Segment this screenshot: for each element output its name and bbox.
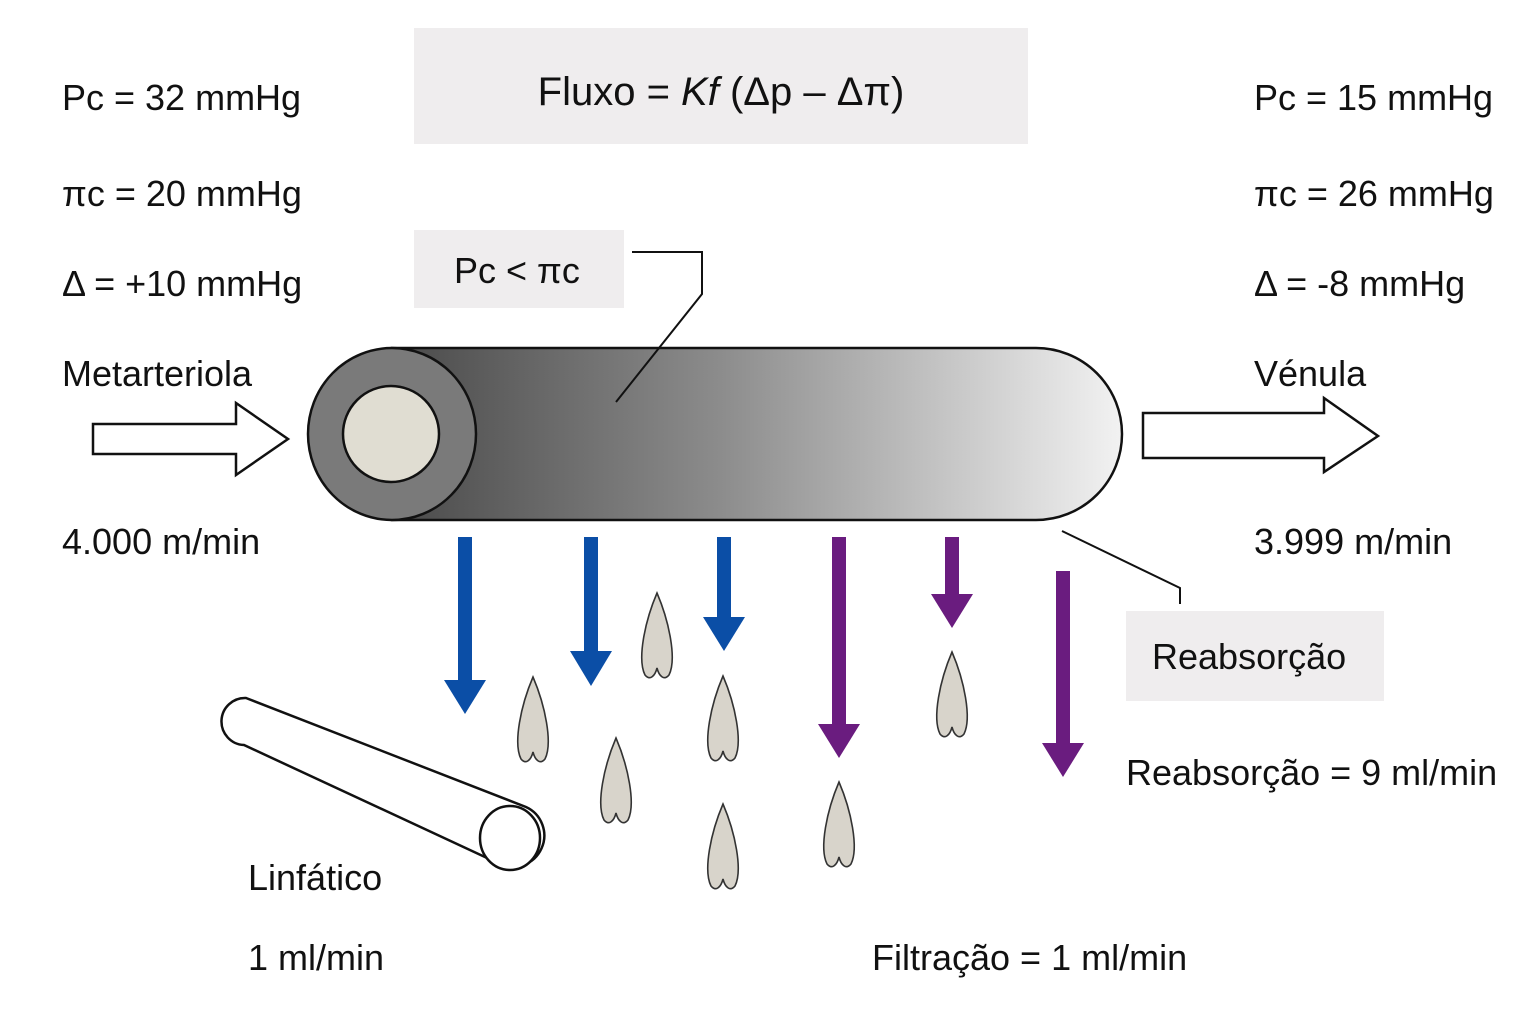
condition-label: Pc < πc bbox=[454, 250, 580, 291]
fluid-droplet bbox=[706, 801, 740, 890]
fluid-droplet bbox=[706, 673, 740, 762]
lymphatic-vessel bbox=[220, 696, 546, 872]
reabsorption-arrow bbox=[931, 537, 973, 628]
venous-pc: Pc = 15 mmHg bbox=[1254, 77, 1494, 118]
fluid-droplet bbox=[640, 590, 674, 679]
inflow-arrow bbox=[91, 400, 291, 478]
arterial-pic: πc = 20 mmHg bbox=[62, 173, 302, 214]
lymphatic-flow: 1 ml/min bbox=[248, 937, 385, 978]
filtration-arrow bbox=[570, 537, 612, 686]
arterial-pc: Pc = 32 mmHg bbox=[62, 77, 302, 118]
capillary-tube bbox=[306, 346, 1124, 522]
condition-box: Pc < πc bbox=[414, 230, 624, 308]
condition-leader-line bbox=[615, 251, 703, 403]
filtration-arrow bbox=[444, 537, 486, 714]
outflow-arrow bbox=[1141, 395, 1381, 475]
reabsorption-arrow bbox=[818, 537, 860, 758]
venous-delta: Δ = -8 mmHg bbox=[1254, 263, 1466, 304]
formula-box: Fluxo = Kf (Δp – Δπ) bbox=[414, 28, 1028, 144]
arterial-flow: 4.000 m/min bbox=[62, 521, 261, 562]
metarteriola-label: Metarteriola bbox=[62, 353, 253, 394]
filtration-arrow bbox=[703, 537, 745, 651]
reabsorption-box: Reabsorção bbox=[1126, 611, 1384, 701]
venous-flow: 3.999 m/min bbox=[1254, 521, 1453, 562]
fluid-droplet bbox=[599, 735, 633, 824]
reabsorption-rate: Reabsorção = 9 ml/min bbox=[1126, 752, 1498, 793]
venula-label: Vénula bbox=[1254, 353, 1367, 394]
flow-formula: Fluxo = Kf (Δp – Δπ) bbox=[537, 70, 905, 114]
reabsorption-leader-line bbox=[1061, 530, 1181, 604]
reabsorption-arrow bbox=[1042, 571, 1084, 777]
fluid-droplet bbox=[935, 649, 969, 738]
fluid-droplet bbox=[516, 674, 550, 763]
arterial-delta: Δ = +10 mmHg bbox=[62, 263, 303, 304]
filtration-rate: Filtração = 1 ml/min bbox=[872, 937, 1188, 978]
reabsorption-label: Reabsorção bbox=[1152, 636, 1347, 677]
venous-pic: πc = 26 mmHg bbox=[1254, 173, 1494, 214]
lymphatic-label: Linfático bbox=[248, 857, 383, 898]
fluid-droplet bbox=[822, 779, 856, 868]
